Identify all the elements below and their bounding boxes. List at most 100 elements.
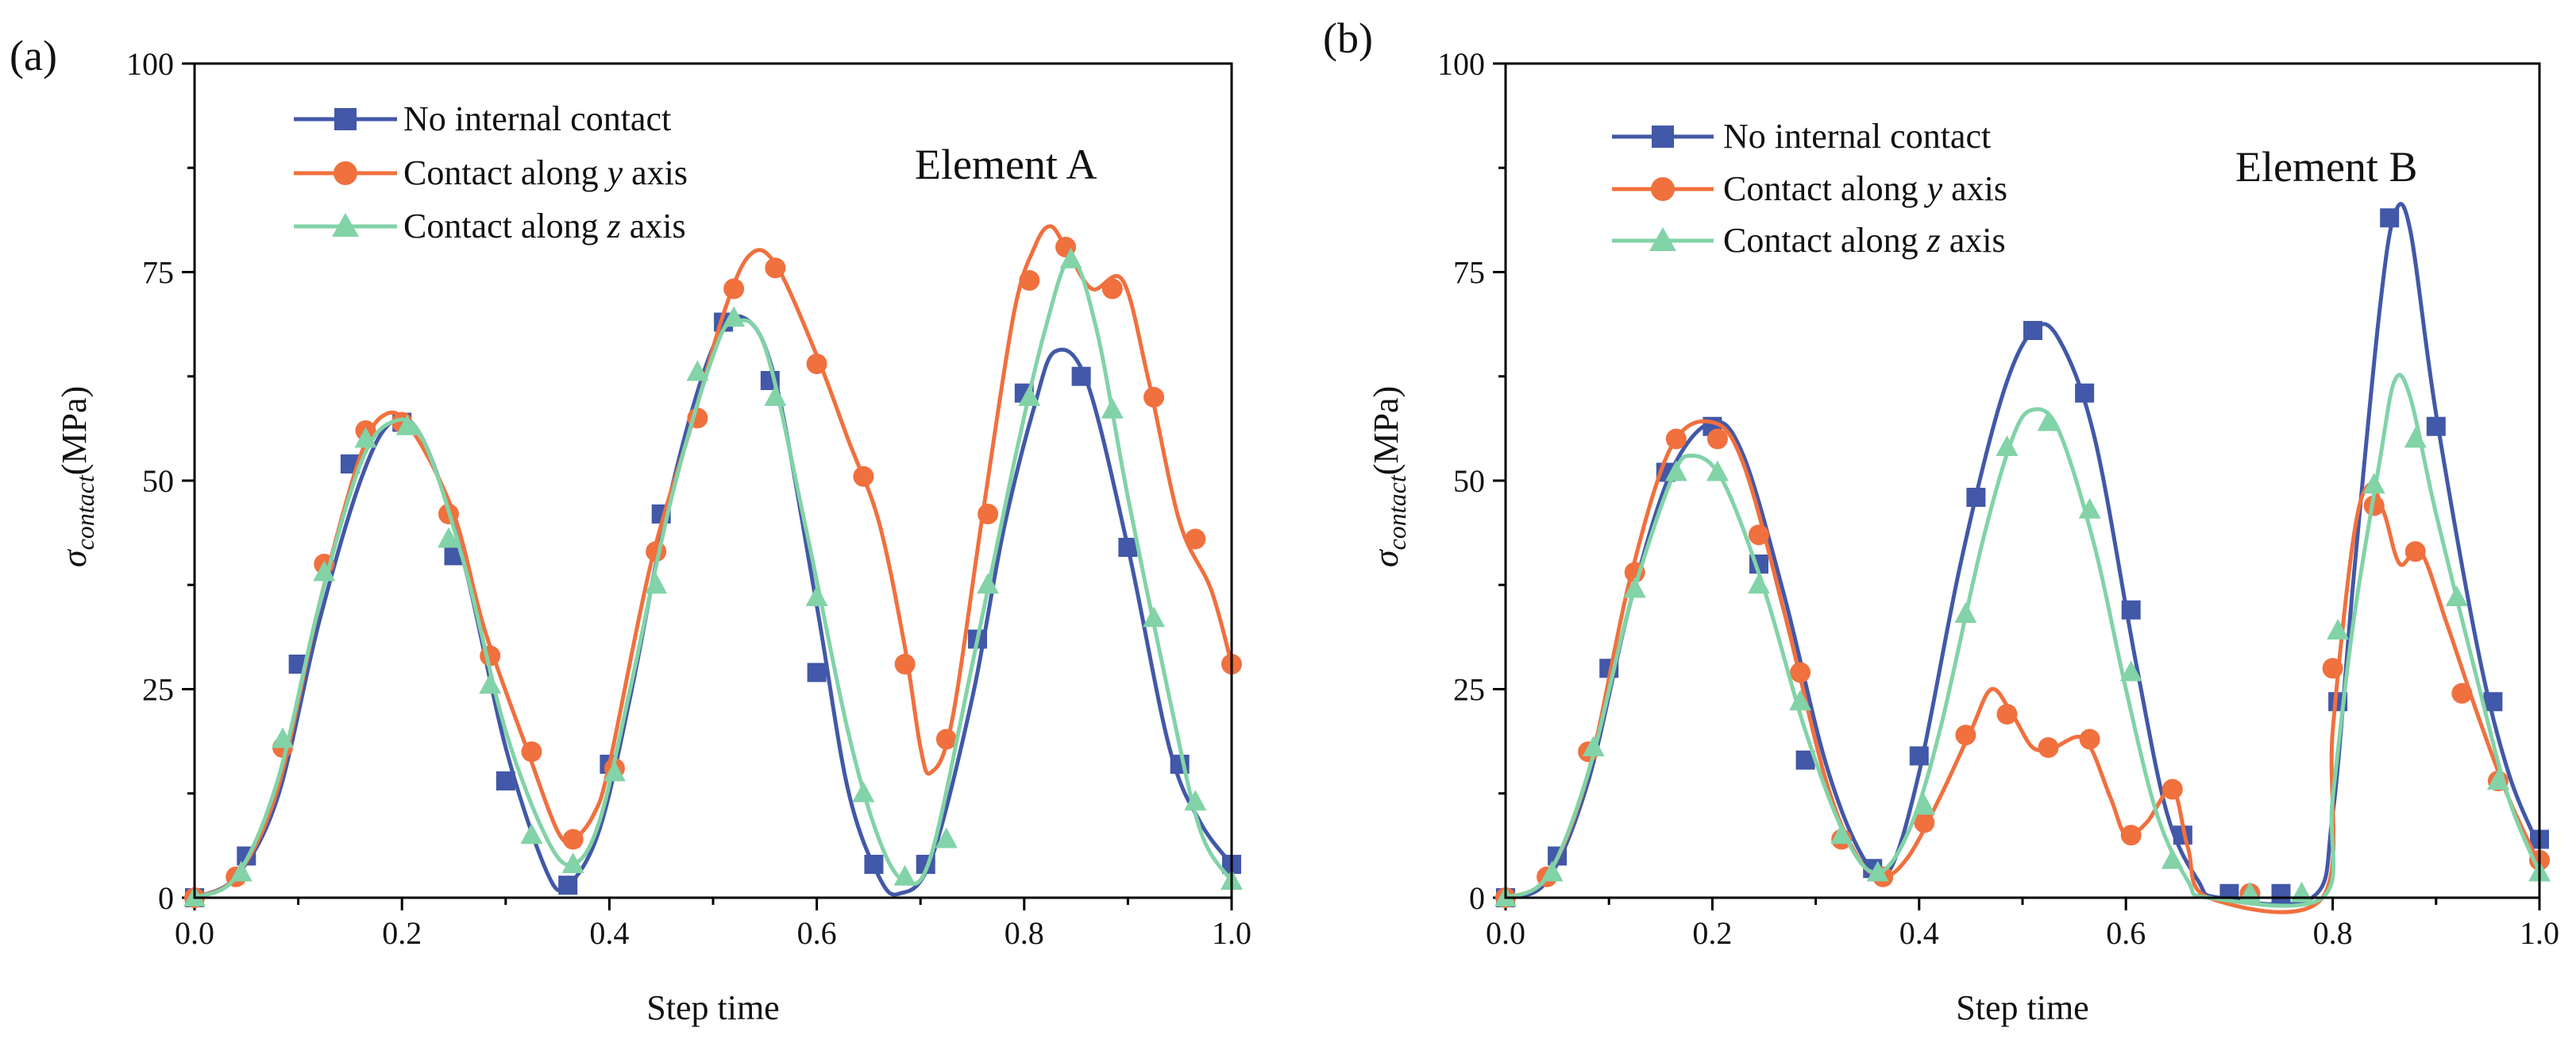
legend-b-circle-marker	[1651, 177, 1675, 201]
x-tick-label: 1.0	[2520, 915, 2559, 951]
y-axis-symbol-a: σ	[55, 548, 94, 567]
panel-b: (b) σcontact(MPa) Step time 0.0 0.2 0.4 0.6…	[1323, 14, 2559, 1027]
data-point-triangle-marker	[2290, 881, 2313, 902]
data-point-circle-marker	[2120, 825, 2142, 846]
data-point-square-marker	[558, 875, 578, 895]
data-point-circle-marker	[978, 504, 999, 524]
data-point-circle-marker	[1185, 528, 1206, 550]
data-point-triangle-marker	[479, 673, 502, 694]
data-point-triangle-marker	[1018, 385, 1041, 406]
data-point-circle-marker	[723, 278, 745, 299]
data-point-triangle-marker	[313, 560, 336, 582]
data-point-circle-marker	[1914, 812, 1935, 833]
data-point-triangle-marker	[229, 860, 253, 882]
data-point-square-marker	[2271, 883, 2291, 903]
y-axis-symbol-b: σ	[1367, 548, 1406, 567]
x-axis-label-a: Step time	[646, 988, 779, 1027]
data-point-triangle-marker	[1582, 736, 1605, 756]
data-point-circle-marker	[1101, 278, 1123, 299]
data-point-triangle-marker	[1541, 860, 1564, 882]
series-no-internal-contact	[185, 312, 1241, 907]
x-axis-label-b: Step time	[1956, 988, 2088, 1027]
data-point-triangle-marker	[764, 385, 787, 406]
y-tick-label: 25	[142, 672, 174, 708]
legend-b-entry-3: Contact along z axis	[1612, 221, 2006, 260]
legend-a-triangle-marker	[332, 213, 359, 237]
legend-a-entry-3: Contact along z axis	[294, 207, 686, 245]
data-point-triangle-marker	[603, 760, 626, 782]
panel-label-a: (a)	[10, 32, 57, 79]
series-line	[1503, 373, 2542, 908]
legend-a: No internal contact Contact along y axis…	[294, 99, 688, 245]
data-point-triangle-marker	[1830, 823, 1853, 844]
data-point-square-marker	[496, 771, 515, 790]
y-axis-subscript-b: contact	[1382, 474, 1411, 550]
data-point-triangle-marker	[1913, 794, 1936, 815]
data-point-square-marker	[1966, 488, 1986, 507]
x-tick-label: 0.2	[382, 915, 422, 951]
panel-b-ticks: 0.0 0.2 0.4 0.6 0.8 1.0 0 25 50 75 100	[1437, 46, 2559, 951]
legend-b-label-1: No internal contact	[1723, 117, 1991, 156]
data-point-circle-marker	[1665, 428, 1687, 450]
y-tick-label: 50	[142, 463, 174, 499]
data-point-square-marker	[1909, 746, 1929, 766]
data-point-circle-marker	[2404, 541, 2426, 562]
data-point-triangle-marker	[2327, 619, 2350, 640]
data-point-triangle-marker	[1866, 860, 1889, 882]
y-axis-unit-b: (MPa)	[1367, 386, 1406, 475]
legend-b-entry-2: Contact along y axis	[1612, 169, 2007, 208]
x-tick-label: 0.4	[589, 915, 629, 951]
y-tick-label: 100	[126, 46, 174, 82]
series-contact-z-axis	[183, 247, 1243, 906]
data-point-circle-marker	[853, 466, 874, 487]
y-tick-label: 0	[158, 880, 174, 916]
data-point-square-marker	[2075, 383, 2095, 403]
series-no-internal-contact	[1496, 202, 2549, 907]
legend-a-entry-1: No internal contact	[294, 99, 671, 138]
data-point-triangle-marker	[395, 414, 418, 435]
data-point-circle-marker	[521, 741, 542, 763]
data-point-triangle-marker	[520, 823, 543, 844]
legend-a-label-3: Contact along z axis	[403, 207, 686, 245]
data-point-triangle-marker	[2078, 497, 2101, 519]
series-line	[192, 314, 1234, 900]
data-point-triangle-marker	[1954, 602, 1977, 623]
legend-a-square-marker	[334, 108, 357, 130]
data-point-circle-marker	[894, 654, 916, 674]
data-point-triangle-marker	[2362, 473, 2385, 494]
data-point-triangle-marker	[272, 727, 295, 748]
y-axis-subscript-a: contact	[71, 474, 99, 550]
annotation-element-a: Element A	[915, 141, 1097, 188]
data-point-circle-marker	[2038, 737, 2059, 758]
data-point-triangle-marker	[1664, 460, 1687, 481]
data-point-triangle-marker	[805, 585, 828, 606]
y-axis-label-b: σcontact(MPa)	[1367, 386, 1411, 567]
panel-label-b: (b)	[1323, 14, 1373, 62]
data-point-square-marker	[2023, 321, 2043, 340]
x-tick-label: 0.4	[1899, 915, 1939, 951]
data-point-triangle-marker	[1789, 690, 1812, 711]
data-point-triangle-marker	[893, 864, 916, 886]
x-tick-label: 0.8	[2313, 915, 2353, 951]
series-contact-y-axis	[184, 224, 1242, 908]
y-tick-label: 100	[1437, 46, 1485, 82]
data-point-square-marker	[864, 855, 884, 874]
series-line	[1503, 202, 2542, 907]
data-point-circle-marker	[765, 257, 786, 279]
data-point-triangle-marker	[1184, 790, 1207, 811]
data-point-circle-marker	[2451, 682, 2473, 704]
x-tick-label: 0.6	[797, 915, 837, 951]
data-point-circle-marker	[1706, 428, 1728, 450]
data-point-circle-marker	[806, 354, 827, 374]
panel-a-plot-area	[183, 224, 1243, 908]
x-tick-label: 0.6	[2106, 915, 2146, 951]
data-point-circle-marker	[1748, 524, 1769, 546]
legend-a-circle-marker	[334, 161, 357, 185]
legend-a-label-2: Contact along y axis	[403, 153, 688, 192]
legend-a-label-1: No internal contact	[403, 99, 671, 138]
data-point-circle-marker	[1143, 387, 1165, 408]
legend-b-label-2: Contact along y axis	[1723, 169, 2007, 208]
data-point-square-marker	[1118, 538, 1138, 557]
data-point-triangle-marker	[2037, 410, 2060, 431]
